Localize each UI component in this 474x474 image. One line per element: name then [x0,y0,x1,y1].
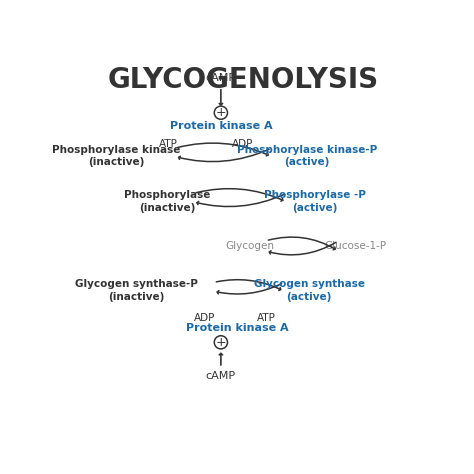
Text: +: + [216,106,226,119]
Text: ATP: ATP [257,313,276,323]
Text: Glycogen: Glycogen [226,241,275,251]
Text: cAMP: cAMP [206,73,236,83]
Text: cAMP: cAMP [206,371,236,381]
Text: ADP: ADP [232,139,254,149]
Text: Protein kinase A: Protein kinase A [186,323,289,333]
Text: Glycogen synthase-P
(inactive): Glycogen synthase-P (inactive) [75,279,198,301]
Text: Glycogen synthase
(active): Glycogen synthase (active) [254,279,365,301]
Text: Phosphorylase kinase-P
(active): Phosphorylase kinase-P (active) [237,145,377,167]
Text: ATP: ATP [159,139,178,149]
Text: +: + [216,336,226,349]
Text: Phosphorylase kinase
(inactive): Phosphorylase kinase (inactive) [52,145,181,167]
Text: Phosphorylase
(inactive): Phosphorylase (inactive) [125,190,211,213]
Text: Protein kinase A: Protein kinase A [170,121,272,131]
Text: Glucose-1-P: Glucose-1-P [324,241,386,251]
Text: ADP: ADP [194,313,215,323]
Text: GLYCOGENOLYSIS: GLYCOGENOLYSIS [108,66,378,94]
Text: Phosphorylase -P
(active): Phosphorylase -P (active) [264,190,365,213]
